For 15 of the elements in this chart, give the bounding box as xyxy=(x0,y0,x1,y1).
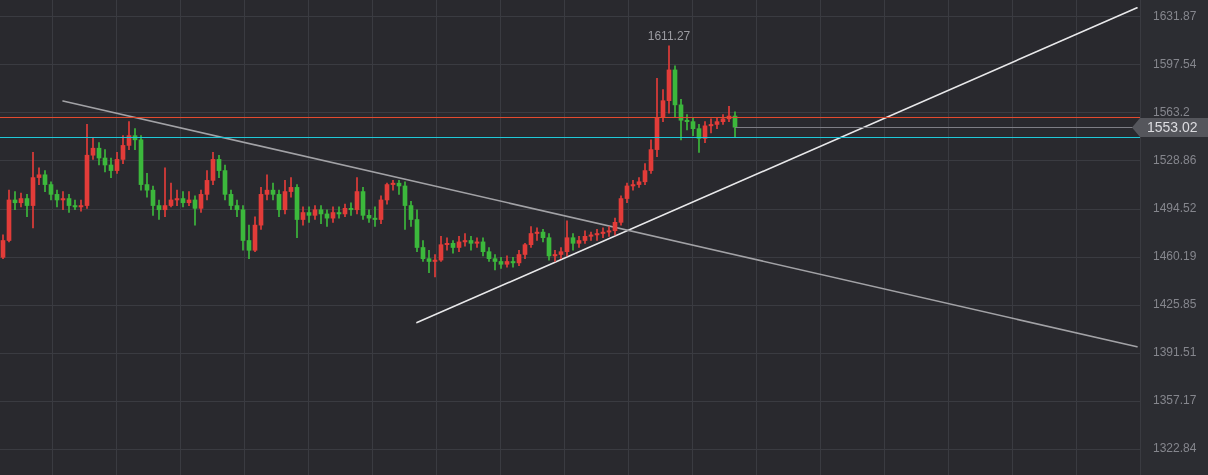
y-tick-label: 1631.87 xyxy=(1153,9,1197,24)
y-tick-label: 1563.2 xyxy=(1153,105,1191,120)
y-tick-label: 1460.19 xyxy=(1153,249,1197,264)
annotation: 1611.27 xyxy=(647,29,691,44)
y-tick-label: 1528.86 xyxy=(1153,153,1197,168)
y-tick-label: 1391.51 xyxy=(1153,345,1197,360)
y-tick-label: 1357.17 xyxy=(1153,393,1197,408)
candlestick xyxy=(468,235,474,251)
candlestick xyxy=(426,249,432,273)
y-tick-label: 1322.84 xyxy=(1153,441,1197,456)
ref-line-label: 1553.02 xyxy=(1147,118,1198,135)
y-tick-label: 1494.52 xyxy=(1153,201,1197,216)
y-tick-label: 1597.54 xyxy=(1153,57,1197,72)
y-tick-label: 1425.85 xyxy=(1153,297,1197,312)
candlestick xyxy=(36,167,42,185)
